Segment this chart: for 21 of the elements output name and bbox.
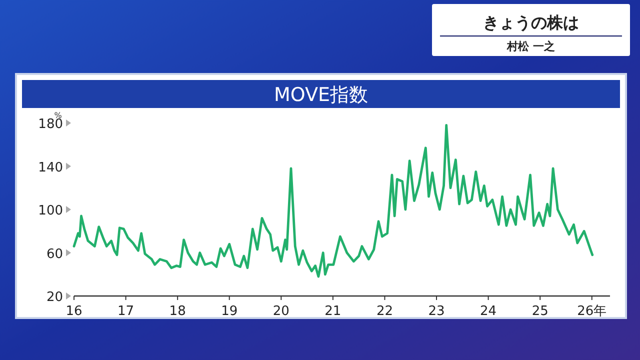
x-tick-label: 21 xyxy=(324,304,342,319)
y-tick-label: 100 xyxy=(38,204,63,218)
chart-title: MOVE指数 xyxy=(274,84,368,106)
x-tick-label: 22 xyxy=(376,304,393,319)
x-tick-label: 16 xyxy=(66,304,82,319)
y-axis-title: % xyxy=(54,111,62,120)
x-tick-label: 25 xyxy=(532,304,548,319)
x-tick-label: 18 xyxy=(169,304,186,319)
y-tick-label: 20 xyxy=(46,290,63,305)
line-series xyxy=(72,124,594,278)
x-tick-label: 17 xyxy=(118,304,134,319)
y-tick-label: 60 xyxy=(46,246,63,262)
y-tick-label: 140 xyxy=(38,160,63,176)
x-tick-label: 24 xyxy=(480,304,497,319)
x-tick-label: 19 xyxy=(221,304,238,319)
text: 村松 一之 xyxy=(506,40,555,53)
y-tick-label: 180 xyxy=(38,117,63,132)
x-tick-label: 20 xyxy=(272,304,290,319)
x-tick-label: 23 xyxy=(428,304,445,319)
text: きょうの株は xyxy=(483,13,579,32)
x-tick-label: 26年 xyxy=(577,304,607,319)
